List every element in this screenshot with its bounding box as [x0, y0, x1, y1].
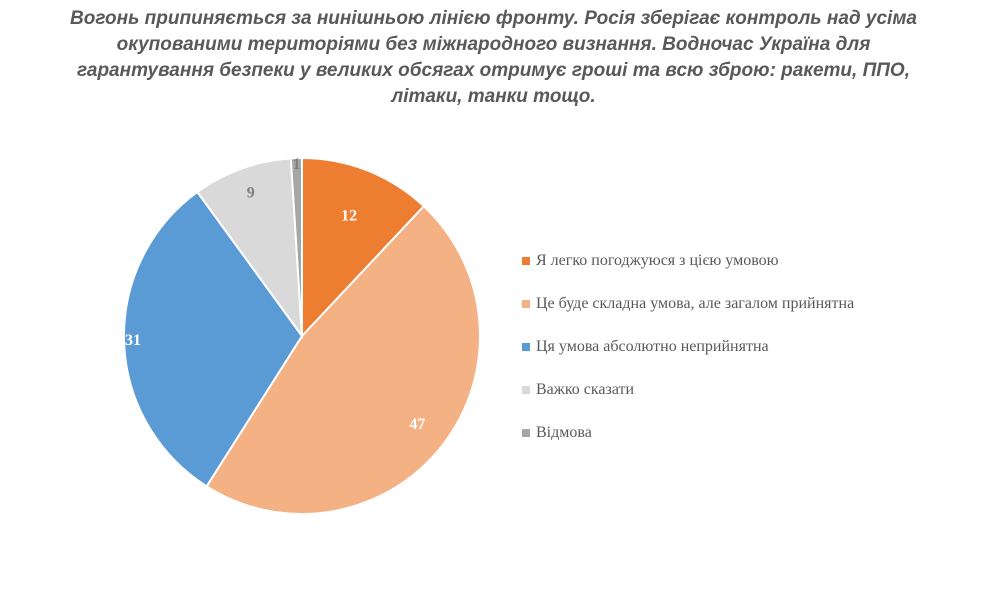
legend-item-unacceptable: Ця умова абсолютно неприйнятна	[522, 325, 854, 368]
legend-swatch	[522, 299, 530, 308]
legend-swatch	[522, 256, 530, 265]
slice-hard-to-say	[195, 157, 304, 340]
legend-swatch	[522, 428, 530, 437]
chart-title: Вогонь припиняється за нинішньою лінією …	[40, 6, 947, 110]
chart-title-line: окупованими територіями без міжнародного…	[116, 34, 871, 55]
legend-item-refusal: Відмова	[522, 411, 854, 454]
legend-swatch	[522, 342, 530, 351]
chart-legend: Я легко погоджуюся з цією умовою Це буде…	[522, 239, 854, 454]
legend-swatch	[522, 385, 530, 394]
data-label: 9	[247, 184, 255, 201]
legend-label: Це буде складна умова, але загалом прийн…	[536, 294, 855, 312]
data-label: 31	[125, 332, 141, 349]
legend-item-easily-agree: Я легко погоджуюся з цією умовою	[522, 239, 854, 282]
chart-title-line: Вогонь припиняється за нинішньою лінією …	[70, 8, 917, 29]
legend-label: Важко сказати	[536, 380, 635, 398]
slice-easily-agree	[301, 156, 426, 339]
legend-label: Я легко погоджуюся з цією умовою	[536, 251, 779, 269]
slice-refusal	[289, 156, 303, 337]
legend-item-hard-to-say: Важко сказати	[522, 368, 854, 411]
legend-item-difficult-acceptable: Це буде складна умова, але загалом прийн…	[522, 282, 854, 325]
slice-unacceptable	[123, 190, 304, 488]
data-label: 47	[409, 416, 425, 433]
data-label: 1	[293, 156, 301, 173]
data-label: 12	[341, 208, 357, 225]
chart-title-line: літаки, танки тощо.	[391, 86, 596, 107]
legend-label: Ця умова абсолютно неприйнятна	[536, 337, 769, 355]
slice-difficult-acceptable	[205, 204, 481, 515]
chart-title-line: гарантування безпеки у великих обсягах о…	[76, 60, 910, 81]
legend-label: Відмова	[536, 423, 592, 441]
